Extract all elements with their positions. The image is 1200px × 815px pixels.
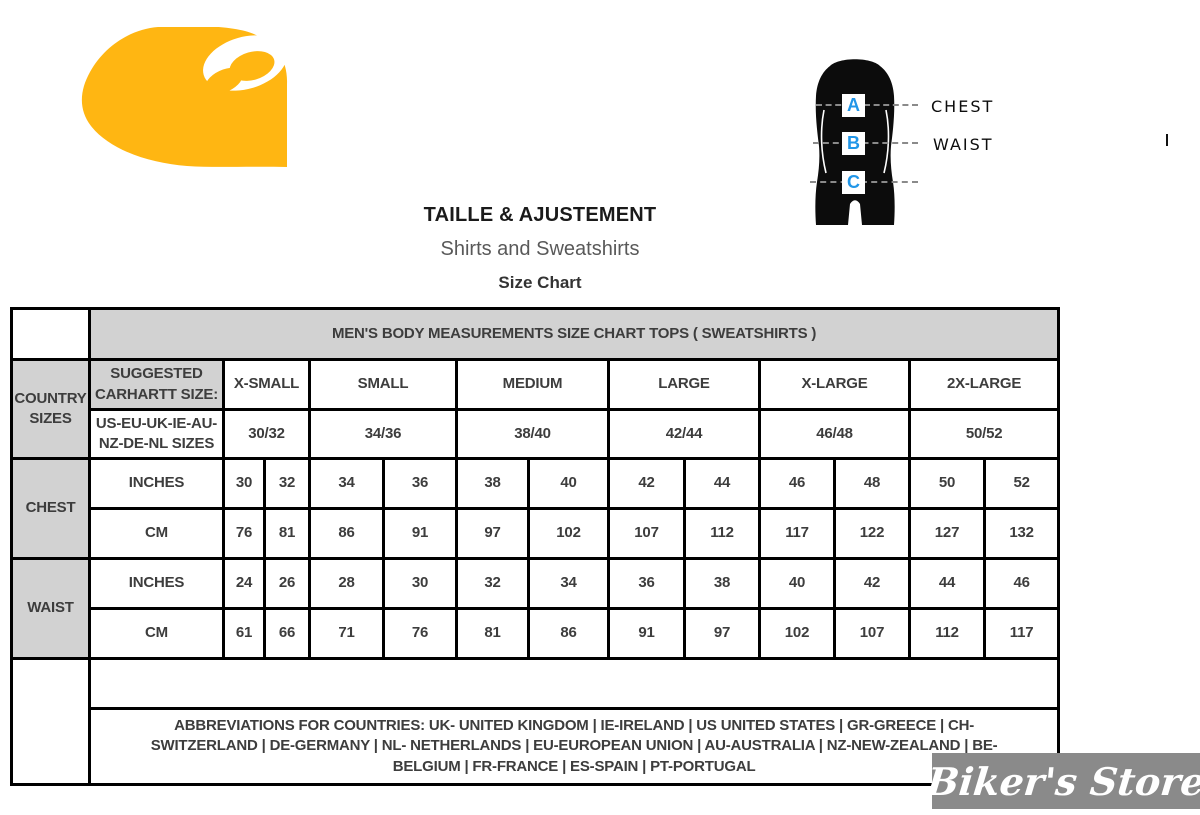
- chest-inches-value: 50: [908, 457, 986, 510]
- chest-inches-value: 52: [982, 457, 1061, 510]
- title-block: TAILLE & AJUSTEMENT Shirts and Sweatshir…: [240, 204, 840, 293]
- size-header: SMALL: [308, 358, 458, 411]
- waist-inches-value: 26: [263, 557, 311, 610]
- page-subtitle: Shirts and Sweatshirts: [440, 238, 640, 260]
- chest-inches-value: 46: [758, 457, 836, 510]
- suggested-size-cell: SUGGESTED CARHARTT SIZE:: [88, 358, 225, 411]
- waist-cm-value: 91: [607, 607, 686, 660]
- chest-cm-value: 122: [833, 507, 911, 560]
- size-header: MEDIUM: [455, 358, 610, 411]
- waist-inches-value: 44: [908, 557, 986, 610]
- waist-cm-value: 86: [527, 607, 610, 660]
- size-header: X-LARGE: [758, 358, 911, 411]
- waist-inches-value: 46: [982, 557, 1061, 610]
- chest-cm-value: 81: [263, 507, 311, 560]
- chest-cm-value: 112: [683, 507, 761, 560]
- inches-row-label: INCHES: [88, 557, 225, 610]
- waist-inches-value: 28: [308, 557, 385, 610]
- waist-inches-value: 30: [382, 557, 458, 610]
- waist-cm-value: 107: [833, 607, 911, 660]
- chest-cm-value: 97: [455, 507, 530, 560]
- waist-cm-value: 97: [683, 607, 761, 660]
- size-range-cell: 30/32: [222, 408, 311, 460]
- store-watermark-text: Biker's Store: [924, 758, 1200, 804]
- waist-inches-value: 32: [455, 557, 530, 610]
- waist-row-header: WAIST: [10, 557, 91, 660]
- chest-inches-value: 40: [527, 457, 610, 510]
- marker-c: C: [842, 171, 865, 194]
- chest-inches-value: 30: [222, 457, 266, 510]
- size-chart-table: MEN'S BODY MEASUREMENTS SIZE CHART TOPS …: [10, 307, 1061, 786]
- size-range-cell: 46/48: [758, 408, 911, 460]
- marker-a-label: A: [847, 95, 860, 115]
- chest-inches-value: 44: [683, 457, 761, 510]
- marker-b: B: [842, 132, 865, 155]
- chest-inches-value: 38: [455, 457, 530, 510]
- spacer-row-cell: [87, 657, 1061, 710]
- chest-cm-value: 91: [382, 507, 458, 560]
- chest-inches-value: 48: [833, 457, 911, 510]
- waist-inches-value: 38: [683, 557, 761, 610]
- size-chart-heading: Size Chart: [498, 273, 582, 292]
- chest-cm-value: 102: [527, 507, 610, 560]
- country-abbreviations-cell: ABBREVIATIONS FOR COUNTRIES: UK- UNITED …: [87, 707, 1061, 786]
- marker-c-label: C: [847, 172, 860, 192]
- size-range-cell: 34/36: [308, 408, 458, 460]
- waist-inches-value: 40: [758, 557, 836, 610]
- chest-inches-value: 34: [308, 457, 385, 510]
- chest-cm-value: 107: [607, 507, 686, 560]
- chest-inches-value: 42: [607, 457, 686, 510]
- chest-cm-value: 117: [758, 507, 836, 560]
- page-title: TAILLE & AJUSTEMENT: [423, 204, 657, 226]
- waist-cm-value: 61: [222, 607, 266, 660]
- chest-inches-value: 32: [263, 457, 311, 510]
- chest-cm-value: 76: [222, 507, 266, 560]
- size-range-cell: 50/52: [907, 408, 1061, 460]
- inches-row-label: INCHES: [88, 457, 225, 510]
- waist-cm-value: 112: [908, 607, 986, 660]
- chest-inches-value: 36: [382, 457, 458, 510]
- size-range-cell: 38/40: [455, 408, 610, 460]
- waist-cm-value: 81: [455, 607, 530, 660]
- chest-cm-value: 86: [308, 507, 385, 560]
- waist-inches-value: 42: [833, 557, 911, 610]
- waist-inches-value: 34: [527, 557, 610, 610]
- chest-diagram-label: CHEST: [931, 97, 995, 116]
- carhartt-logo-icon: [81, 27, 288, 167]
- cm-row-label: CM: [88, 507, 225, 560]
- waist-cm-value: 71: [308, 607, 385, 660]
- size-header: 2X-LARGE: [907, 358, 1061, 411]
- size-header: X-SMALL: [222, 358, 311, 411]
- waist-diagram-label: WAIST: [933, 135, 994, 154]
- chest-cm-value: 132: [982, 507, 1061, 560]
- chest-cm-value: 127: [908, 507, 986, 560]
- waist-cm-value: 117: [982, 607, 1061, 660]
- chest-measure-line: [816, 104, 918, 106]
- chest-row-header: CHEST: [10, 457, 91, 560]
- waist-measure-line: [813, 142, 918, 144]
- marker-a: A: [842, 94, 865, 117]
- waist-cm-value: 102: [758, 607, 836, 660]
- size-range-cell: 42/44: [607, 408, 761, 460]
- waist-cm-value: 76: [382, 607, 458, 660]
- country-sizes-cell: COUNTRY SIZES: [10, 358, 91, 460]
- waist-cm-value: 66: [263, 607, 311, 660]
- marker-b-label: B: [847, 133, 860, 153]
- size-header: LARGE: [607, 358, 761, 411]
- cm-row-label: CM: [88, 607, 225, 660]
- corner-empty-cell: [10, 307, 91, 361]
- table-title-cell: MEN'S BODY MEASUREMENTS SIZE CHART TOPS …: [87, 307, 1061, 361]
- edge-tick-mark: [1166, 134, 1168, 146]
- us-eu-sizes-cell: US-EU-UK-IE-AU-NZ-DE-NL SIZES: [88, 408, 225, 460]
- waist-inches-value: 36: [607, 557, 686, 610]
- bottom-left-empty-cell: [10, 657, 91, 786]
- waist-inches-value: 24: [222, 557, 266, 610]
- store-watermark: Biker's Store: [925, 753, 1200, 809]
